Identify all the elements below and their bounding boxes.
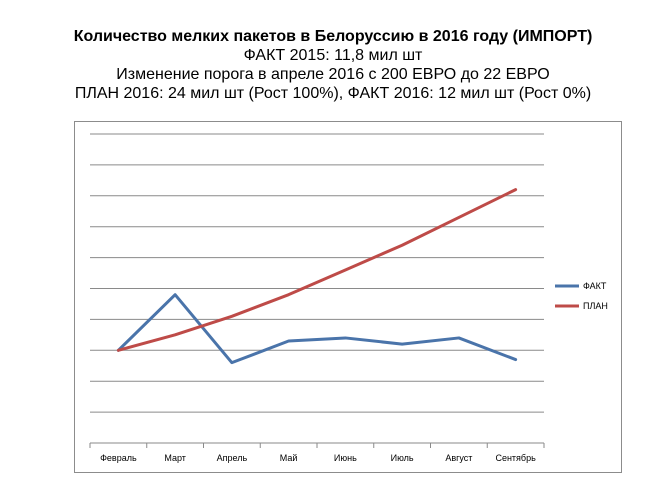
x-tick-label: Апрель [217,453,248,463]
chart-subtitle-plan-fact-2016: ПЛАН 2016: 24 мил шт (Рост 100%), ФАКТ 2… [74,85,592,102]
x-tick-label: Июль [391,453,414,463]
x-tick-label: Сентябрь [495,453,536,463]
x-tick-label: Август [445,453,472,463]
x-tick-label: Июнь [334,453,357,463]
chart-subtitle-fact-2015: ФАКТ 2015: 11,8 мил шт [243,47,423,64]
series-line-1 [116,293,518,365]
series-line-2 [116,188,518,352]
legend-label: ПЛАН [583,301,608,311]
x-tick-label: Февраль [100,453,137,463]
x-tick-label: Май [280,453,298,463]
chart-title: Количество мелких пакетов в Белоруссию в… [73,28,593,45]
x-tick-label: Март [164,453,186,463]
legend-label: ФАКТ [583,281,607,291]
chart-subtitle-threshold: Изменение порога в апреле 2016 с 200 ЕВР… [116,66,550,83]
chart-titles: Количество мелких пакетов в Белоруссию в… [0,27,666,103]
chart-frame [74,121,622,473]
